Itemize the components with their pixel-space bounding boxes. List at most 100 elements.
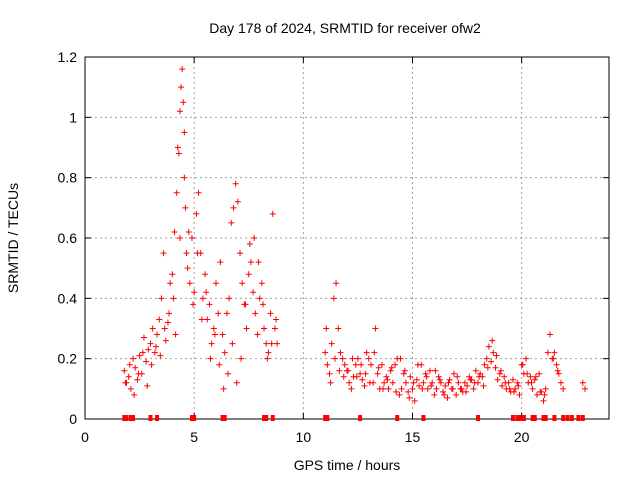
data-point [178, 84, 185, 91]
baseline-marker [124, 415, 129, 421]
data-point [383, 373, 390, 380]
data-point [384, 376, 391, 383]
data-point [348, 385, 355, 392]
y-tick-label: 1.2 [58, 49, 78, 65]
data-point [232, 180, 239, 187]
data-point [540, 397, 547, 404]
data-point [354, 355, 361, 362]
data-point [374, 370, 381, 377]
data-point [553, 361, 560, 368]
data-point [489, 337, 496, 344]
data-point [435, 373, 442, 380]
data-point [454, 373, 461, 380]
data-point [188, 235, 195, 241]
data-point [381, 379, 388, 386]
data-point [409, 385, 416, 392]
data-point [413, 376, 420, 383]
data-point [194, 250, 201, 257]
data-point [161, 325, 168, 332]
data-point [208, 340, 215, 347]
data-point [336, 367, 343, 374]
data-point [462, 388, 469, 395]
data-point [466, 373, 473, 380]
data-point [258, 280, 265, 287]
data-point [461, 379, 468, 386]
data-point [345, 367, 352, 374]
data-point [337, 349, 344, 356]
data-point [247, 259, 254, 266]
data-point [414, 361, 421, 368]
data-point [346, 379, 353, 386]
data-point [416, 382, 423, 389]
data-point [185, 228, 192, 235]
data-point [481, 361, 488, 368]
data-point [397, 355, 404, 362]
data-point [331, 355, 338, 362]
data-point [362, 370, 369, 377]
data-point [269, 210, 276, 217]
data-point [524, 370, 531, 377]
data-point [322, 349, 329, 356]
data-point [405, 388, 412, 395]
data-point [339, 355, 346, 362]
data-point [164, 319, 171, 326]
data-point [419, 385, 426, 392]
x-tick-label: 20 [514, 429, 530, 445]
data-point [516, 391, 523, 398]
baseline-marker [270, 415, 275, 421]
baseline-marker [530, 415, 535, 421]
data-point [144, 382, 151, 389]
data-point [202, 271, 209, 278]
grid-lines [85, 57, 609, 419]
data-point [326, 370, 333, 377]
data-point [501, 373, 508, 380]
baseline-marker [576, 415, 581, 421]
data-point [392, 361, 399, 368]
data-point [154, 331, 161, 338]
data-point [243, 325, 250, 332]
data-point [406, 394, 413, 401]
data-point [251, 235, 258, 241]
data-point [173, 189, 180, 196]
data-point [198, 316, 205, 323]
baseline-marker [220, 415, 225, 421]
data-point [420, 379, 427, 386]
tick-labels: 0 0.2 0.4 0.6 0.8 1 1.2 0 5 10 15 20 [58, 49, 530, 445]
data-point [550, 355, 557, 362]
baseline-marker [521, 415, 526, 421]
baseline-marker [569, 415, 574, 421]
data-point [423, 373, 430, 380]
data-point [400, 370, 407, 377]
data-point [365, 355, 372, 362]
data-point [250, 289, 257, 296]
data-point [149, 325, 156, 332]
baseline-marker [262, 415, 267, 421]
data-point [186, 280, 193, 287]
data-point [442, 382, 449, 389]
baseline-marker [515, 415, 520, 421]
data-point [378, 361, 385, 368]
data-point [211, 331, 218, 338]
data-point [134, 376, 141, 383]
data-point [494, 376, 501, 383]
data-point [519, 361, 526, 368]
data-point [195, 189, 202, 196]
baseline-marker [510, 415, 515, 421]
data-point [581, 385, 588, 392]
data-point [523, 355, 530, 362]
data-point [265, 349, 272, 356]
data-point [341, 361, 348, 368]
data-point [330, 295, 337, 302]
data-point [428, 382, 435, 389]
data-point [225, 370, 232, 377]
data-point [542, 385, 549, 392]
data-point [528, 379, 535, 386]
data-point [210, 325, 217, 332]
data-point [476, 373, 483, 380]
data-point [271, 325, 278, 332]
x-tick-label: 0 [81, 429, 89, 445]
data-point [368, 361, 375, 368]
data-point [264, 355, 271, 362]
data-point [223, 310, 230, 317]
data-point [388, 364, 395, 371]
